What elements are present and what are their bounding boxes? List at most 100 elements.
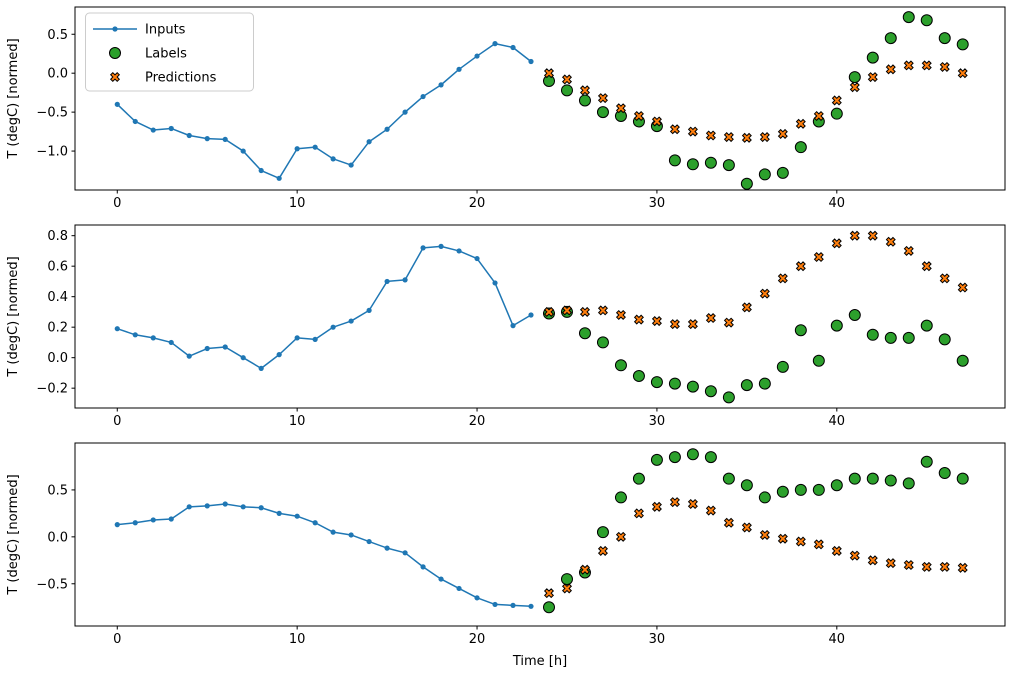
data-point-predictions	[633, 111, 644, 122]
data-point-labels	[758, 168, 771, 181]
data-point-predictions	[831, 545, 842, 556]
data-point-labels	[560, 84, 573, 97]
x-tick-label: 10	[289, 414, 306, 429]
data-point-labels	[794, 141, 807, 154]
data-point-labels	[668, 451, 681, 464]
data-point-inputs	[186, 504, 192, 510]
data-point-predictions	[795, 118, 806, 129]
data-point-predictions	[633, 314, 644, 325]
data-point-predictions	[651, 116, 662, 127]
x-tick-label: 30	[649, 414, 666, 429]
data-point-inputs	[456, 585, 462, 592]
data-point-inputs	[438, 576, 444, 582]
data-point-inputs	[132, 118, 138, 125]
data-point-predictions	[831, 238, 842, 249]
data-point-predictions	[885, 236, 896, 247]
plot-frame	[74, 6, 1006, 191]
data-point-predictions	[849, 82, 860, 93]
data-point-inputs	[510, 602, 516, 608]
data-point-labels	[830, 319, 843, 332]
data-point-inputs	[186, 132, 192, 139]
data-point-labels	[650, 376, 663, 389]
data-point-inputs	[420, 564, 426, 570]
data-point-labels	[614, 359, 627, 372]
data-point-labels	[542, 601, 555, 614]
data-point-inputs	[258, 505, 264, 511]
plot-frame	[74, 224, 1006, 409]
data-point-inputs	[240, 148, 246, 154]
data-point-labels	[776, 166, 789, 179]
data-point-predictions	[867, 230, 878, 241]
data-point-predictions	[561, 305, 573, 316]
y-tick-label: −0.5	[36, 577, 68, 592]
data-point-inputs	[240, 504, 246, 510]
data-point-predictions	[957, 282, 968, 293]
series-predictions	[543, 497, 968, 599]
data-point-predictions	[831, 95, 842, 106]
legend-box	[85, 12, 254, 92]
data-point-labels	[560, 573, 573, 586]
data-point-labels	[704, 451, 717, 464]
data-point-labels	[722, 159, 735, 172]
data-point-labels	[902, 477, 915, 490]
data-point-labels	[740, 479, 753, 492]
data-point-labels	[758, 377, 771, 390]
data-point-predictions	[795, 536, 806, 547]
data-point-labels	[776, 485, 789, 498]
data-point-inputs	[294, 146, 300, 152]
y-tick-label: 0.0	[47, 67, 68, 82]
series-inputs	[114, 41, 534, 181]
y-axis-label: T (degC) [normed]	[6, 38, 21, 159]
data-point-predictions	[957, 562, 968, 573]
data-point-predictions	[561, 74, 573, 85]
data-point-predictions	[579, 306, 590, 317]
data-point-predictions	[669, 497, 680, 508]
data-point-labels	[830, 107, 843, 120]
data-point-labels	[812, 354, 825, 367]
data-point-inputs	[222, 501, 228, 507]
data-point-labels	[902, 11, 915, 24]
data-point-inputs	[348, 532, 354, 538]
data-point-predictions	[651, 501, 662, 512]
y-tick-label: 0.5	[47, 483, 68, 498]
data-point-predictions	[759, 288, 770, 299]
data-point-inputs	[222, 136, 228, 142]
data-point-predictions	[669, 319, 680, 330]
y-tick-label: −1.0	[36, 145, 68, 160]
data-point-predictions	[543, 306, 555, 317]
data-point-predictions	[939, 273, 950, 284]
data-point-inputs	[258, 365, 264, 371]
data-point-inputs	[294, 513, 300, 519]
data-point-predictions	[723, 517, 734, 528]
data-point-labels	[704, 385, 717, 398]
data-point-predictions	[633, 508, 644, 519]
data-point-predictions	[597, 545, 608, 556]
data-point-labels	[956, 354, 969, 367]
data-point-inputs	[492, 601, 498, 608]
data-point-predictions	[795, 261, 806, 272]
data-point-labels	[722, 391, 735, 404]
data-point-predictions	[579, 85, 590, 96]
data-point-inputs	[186, 353, 192, 359]
x-tick-label: 40	[829, 414, 846, 429]
data-point-inputs	[312, 520, 318, 526]
data-point-inputs	[528, 312, 534, 318]
series-inputs	[114, 501, 534, 609]
data-point-inputs	[528, 58, 534, 65]
data-point-inputs	[240, 355, 246, 361]
data-point-predictions	[615, 103, 626, 114]
data-point-inputs	[348, 162, 354, 168]
x-tick-label: 20	[469, 414, 486, 429]
data-point-inputs	[384, 278, 390, 285]
data-point-inputs	[168, 339, 174, 346]
data-point-inputs	[330, 156, 336, 162]
y-axis-label: T (degC) [normed]	[6, 256, 21, 377]
data-point-predictions	[957, 68, 968, 79]
data-point-inputs	[204, 503, 210, 509]
data-point-inputs	[366, 139, 372, 145]
data-point-predictions	[543, 68, 555, 79]
data-point-labels	[866, 472, 879, 485]
data-point-predictions	[741, 302, 752, 313]
series-labels	[542, 448, 969, 614]
legend-label-inputs: Inputs	[145, 23, 186, 38]
